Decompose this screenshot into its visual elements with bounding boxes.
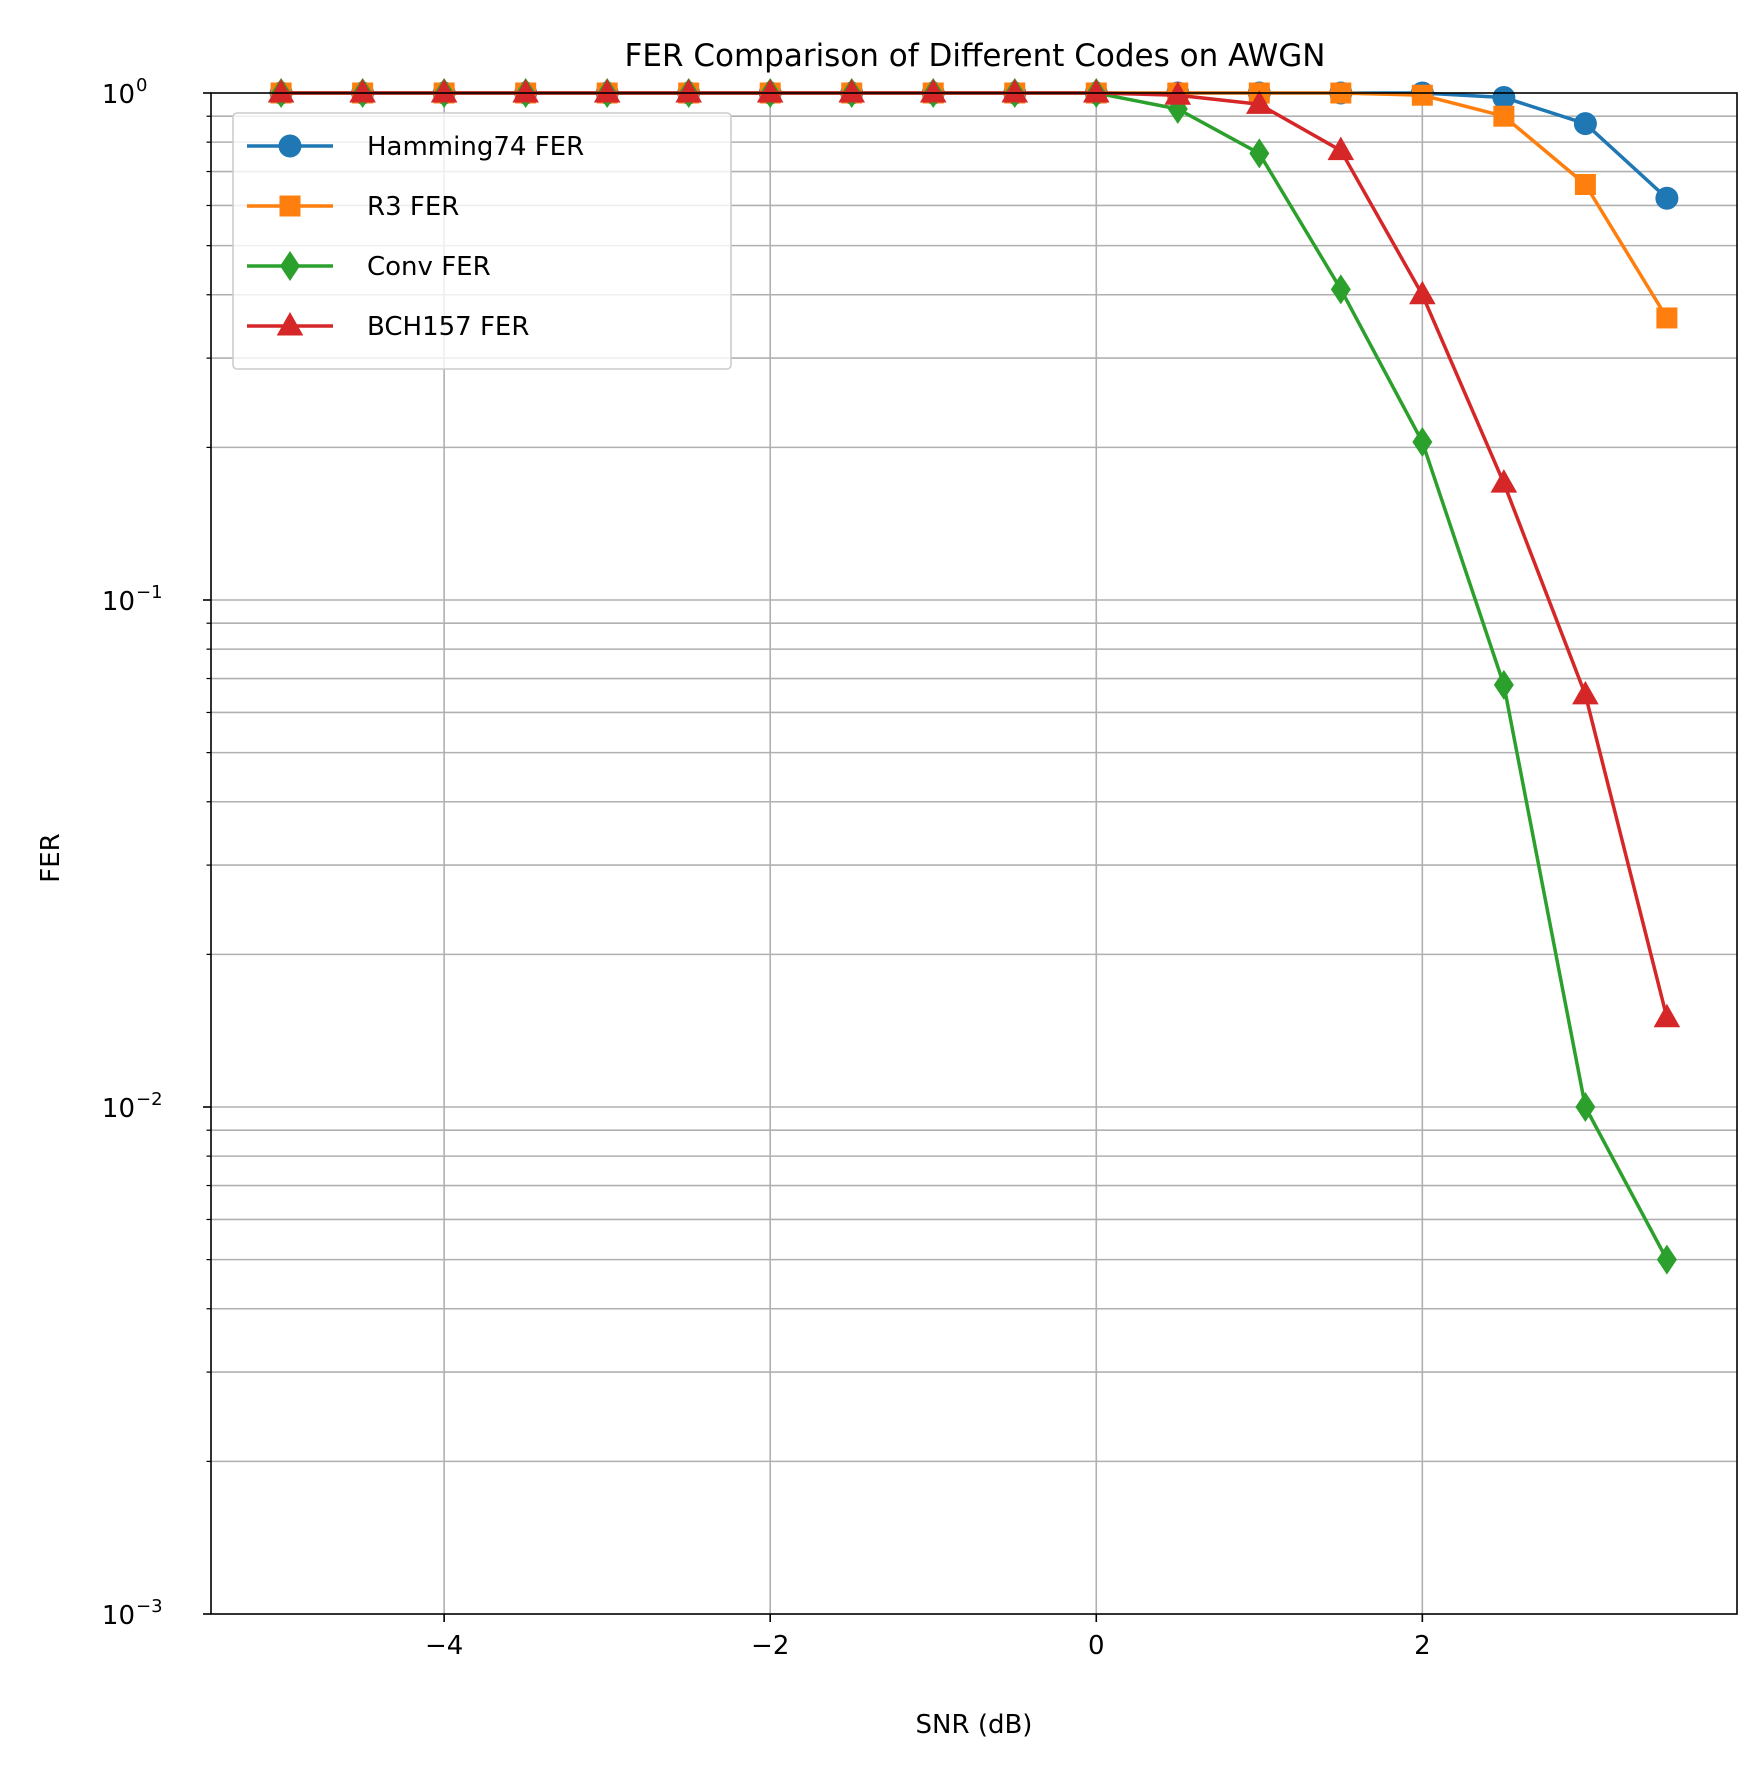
y-tick-base: 10 [102, 587, 135, 617]
x-tick-label: −4 [425, 1631, 463, 1661]
y-tick-exponent: −2 [136, 1089, 163, 1110]
data-point [1656, 1244, 1677, 1275]
plot-frame [210, 92, 1738, 1615]
legend-label: Hamming74 FER [367, 132, 584, 162]
y-axis-label: FER [36, 833, 66, 882]
grid [211, 93, 1737, 1614]
data-point [1574, 173, 1596, 195]
legend-label: R3 FER [367, 192, 459, 222]
data-point [1327, 136, 1355, 161]
data-point [919, 79, 947, 103]
data-point [1572, 680, 1599, 705]
legend-label: BCH157 FER [367, 312, 529, 342]
y-tick-exponent: −3 [136, 1596, 163, 1617]
data-point [1001, 79, 1029, 103]
data-point [1653, 1003, 1681, 1028]
y-tick-label: 10−1 [102, 582, 163, 617]
data-point [1493, 105, 1515, 127]
data-point [675, 79, 702, 103]
y-tick-base: 10 [102, 1601, 135, 1631]
y-tick-exponent: 0 [136, 75, 147, 96]
x-tick-label: 2 [1414, 1631, 1431, 1661]
y-tick-base: 10 [102, 80, 135, 110]
data-point [1082, 79, 1110, 103]
legend-label: Conv FER [367, 252, 491, 282]
data-point [1412, 426, 1433, 457]
data-point [593, 79, 621, 103]
legend-marker [280, 251, 300, 281]
legend: Hamming74 FER R3 FER Conv FER BCH157 FER [232, 112, 732, 370]
x-tick-label: −2 [751, 1631, 789, 1661]
data-point [1573, 112, 1597, 136]
data-point [1493, 669, 1514, 700]
data-point [1490, 469, 1518, 493]
y-tick-label: 100 [102, 75, 148, 110]
data-point [1492, 85, 1516, 109]
y-tick-exponent: −1 [136, 582, 163, 603]
y-tick-label: 10−3 [102, 1596, 163, 1631]
data-point [1330, 274, 1351, 305]
data-point [1246, 90, 1273, 114]
data-point [1411, 84, 1433, 106]
x-tick-label: 0 [1088, 1631, 1105, 1661]
data-point [1655, 186, 1679, 210]
legend-box [232, 112, 732, 370]
x-axis-label: SNR (dB) [916, 1710, 1033, 1740]
data-point [756, 79, 784, 103]
data-point [1575, 1092, 1596, 1122]
data-point [512, 79, 539, 103]
chart-title: FER Comparison of Different Codes on AWG… [625, 38, 1326, 74]
data-point [1249, 138, 1270, 169]
legend-marker [279, 195, 301, 217]
legend-marker [276, 312, 304, 336]
data-point [1409, 280, 1436, 305]
y-tick-base: 10 [102, 1094, 135, 1124]
data-point [838, 79, 866, 103]
data-point [267, 79, 295, 103]
data-point [430, 79, 458, 103]
y-tick-label: 10−2 [102, 1089, 163, 1124]
legend-marker [278, 134, 302, 158]
data-point [1656, 307, 1678, 329]
data-point [349, 79, 376, 103]
